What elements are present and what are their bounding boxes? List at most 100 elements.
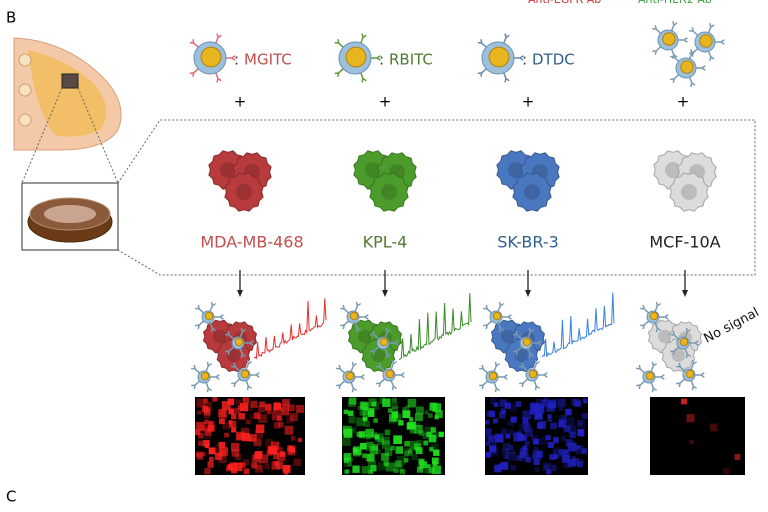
pixel: [363, 420, 370, 427]
pixel: [224, 433, 229, 438]
antibody: [519, 362, 529, 372]
pixel: [196, 398, 206, 408]
pixel: [362, 407, 371, 416]
pixel: [368, 410, 375, 417]
pixel: [209, 456, 214, 462]
arrow-head: [525, 290, 531, 297]
pixel: [366, 453, 375, 462]
antibody: [479, 364, 489, 374]
core: [488, 371, 498, 381]
pixel: [431, 457, 439, 465]
pixel: [548, 399, 557, 409]
no-signal: No signal: [701, 305, 761, 347]
pixel: [357, 405, 363, 411]
antibody: [209, 322, 217, 333]
pixel: [502, 443, 511, 451]
pixel: [428, 467, 435, 474]
pixel: [404, 440, 410, 447]
pixel: [563, 425, 571, 433]
antibody: [210, 374, 220, 380]
pixel: [251, 462, 258, 469]
core: [240, 369, 250, 379]
pixel: [493, 402, 499, 407]
pixel: [399, 469, 406, 475]
pixel: [539, 436, 548, 445]
pixel: [359, 431, 366, 438]
core: [200, 371, 210, 381]
pixel: [409, 417, 414, 422]
pixel: [560, 415, 567, 422]
antibody: [670, 21, 678, 31]
pixel: [296, 405, 305, 413]
antibody: [670, 346, 680, 356]
antibody: [684, 327, 692, 338]
colon: :: [379, 51, 384, 69]
pixel: [558, 406, 564, 412]
pixel: [391, 415, 398, 422]
pixel: [533, 458, 540, 466]
pixel: [402, 410, 411, 419]
nanoparticle: [195, 301, 224, 333]
pixel: [392, 397, 397, 403]
antibody: [355, 374, 365, 380]
pixel: [356, 417, 365, 427]
pixel: [219, 418, 225, 425]
pixel: [505, 433, 511, 439]
core: [645, 371, 655, 381]
nanoparticle: [376, 359, 405, 391]
pixel: [233, 462, 243, 472]
breast-illustration: [13, 37, 122, 151]
nanoparticle: [513, 327, 542, 359]
pixel: [536, 422, 543, 429]
pixel: [347, 399, 356, 408]
antibody: [370, 346, 380, 356]
zoom-lines: [21, 87, 756, 276]
pixel: [349, 397, 357, 405]
antibody: [334, 68, 344, 77]
nanoparticle: [340, 301, 369, 333]
pixel: [486, 410, 493, 417]
antibody: [336, 364, 346, 374]
pixel: [567, 459, 576, 467]
pixel: [198, 440, 204, 447]
pixel: [547, 441, 554, 448]
pixel: [253, 412, 261, 419]
antibody: [354, 301, 362, 312]
pixel: [558, 449, 565, 455]
pixel: [418, 458, 425, 465]
pixel: [520, 453, 530, 462]
pixel: [402, 407, 407, 412]
pixel: [524, 440, 530, 446]
pixel: [507, 419, 515, 427]
pixel: [489, 445, 497, 453]
pixel: [576, 445, 581, 450]
antibody: [215, 72, 222, 83]
antibody: [239, 327, 247, 338]
pixel: [221, 400, 231, 410]
pixel: [271, 461, 281, 470]
pixel: [371, 432, 377, 439]
pixel: [494, 464, 502, 473]
nanoparticle: [689, 23, 725, 61]
pixel: [415, 422, 421, 428]
antibody: [205, 382, 213, 393]
nanoparticle: [676, 359, 705, 391]
antibody: [493, 361, 501, 372]
pixel: [277, 452, 286, 462]
colon: :: [234, 51, 239, 69]
arrow-head: [237, 290, 243, 297]
antibody: [533, 359, 541, 370]
pixel: [259, 401, 265, 408]
antibody: [371, 55, 381, 61]
pixel: [204, 419, 209, 424]
pixel: [532, 451, 542, 461]
antibody: [483, 304, 493, 314]
pixel: [287, 404, 295, 412]
antibody: [519, 378, 529, 388]
pixel: [229, 420, 237, 428]
pixel: [541, 399, 549, 407]
pixel: [286, 415, 295, 424]
pixel: [522, 417, 529, 424]
pixel: [430, 431, 438, 439]
pixel: [504, 454, 510, 459]
